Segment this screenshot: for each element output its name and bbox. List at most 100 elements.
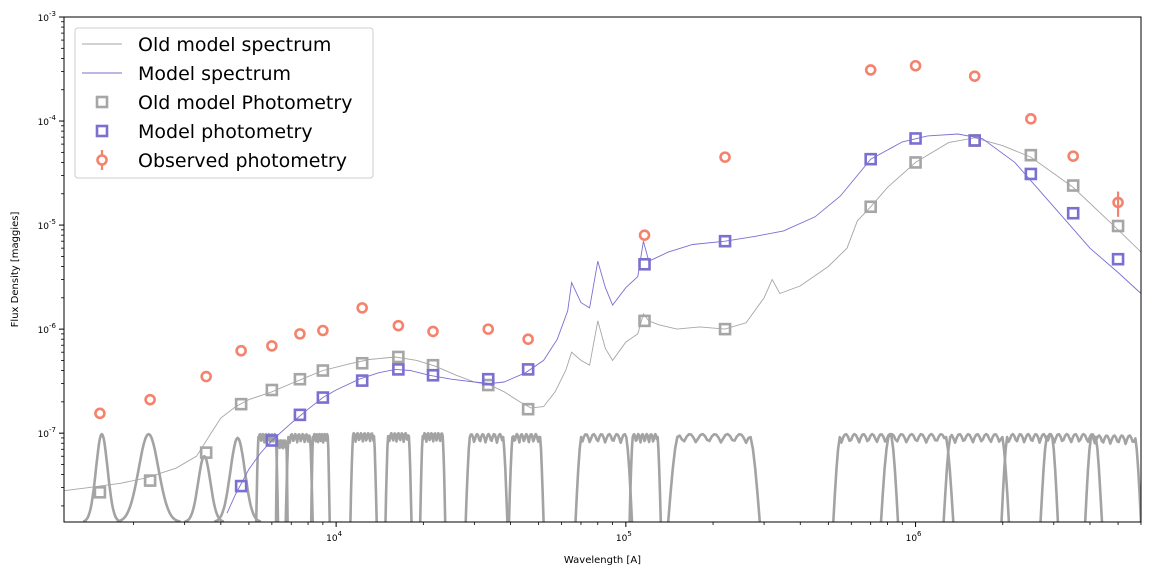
old-model-photometry-point [1111,219,1125,233]
legend-label: Observed photometry [138,150,347,172]
plot-frame [63,16,1142,523]
filter-curve [418,431,447,522]
model-photometry-point [355,374,369,387]
observed-photometry-point [968,70,981,82]
observed-photometry-point [909,59,922,72]
y-tick-label: 10-5 [38,218,56,232]
filter-curve [879,432,955,522]
y-tick-label: 10-4 [38,114,57,128]
model-photometry-point [293,408,307,422]
legend-label: Old model spectrum [138,34,331,56]
old-model-photometry-point [1024,148,1038,162]
old-model-photometry-point [638,314,651,328]
model-photometry-point [426,368,440,382]
model-photometry-point [1024,167,1038,181]
old-model-photometry-point [234,397,248,411]
observed-photometry-point [1067,150,1079,162]
observed-photometry-point [864,64,877,76]
model-spectrum-line [226,133,1141,514]
filter-curve [214,436,262,522]
old-model-photometry-point [316,364,330,377]
filter-curve [507,432,545,522]
model-photometry-point [265,434,279,447]
model-photometry-point [718,234,732,248]
filter-curve [628,432,663,522]
old-model-photometry-point [392,350,405,364]
model-photometry-point [234,479,248,493]
model-photometry-point [909,132,922,145]
filter-curve [82,432,121,522]
filter-curve [184,454,225,522]
old-model-photometry-point [355,356,369,370]
model-photometry-point [392,363,405,376]
legend-entry: Old model spectrum [82,34,331,56]
legend: Old model spectrum Model spectrum Old mode… [74,27,374,179]
observed-photometry-point [317,324,329,337]
legend-label: Model photometry [138,121,313,143]
model-photometry-point [638,257,651,271]
filter-curve [309,432,331,522]
photometry-markers [93,59,1125,499]
model-photometry-point [1066,206,1080,220]
filter-curve [384,431,413,522]
observed-photometry-point [356,302,368,314]
x-tick-label: 105 [616,530,632,544]
observed-photometry-point [427,325,439,338]
legend-model-photometry-swatch [95,124,109,138]
old-model-photometry-point [143,474,157,487]
old-model-photometry-point [1066,179,1080,192]
legend-label: Old model Photometry [138,92,352,114]
model-photometry-point [864,152,877,166]
observed-photometry-point [482,323,495,335]
filter-curve [349,431,378,522]
legend-old-photometry-swatch [95,95,109,109]
filter-curve [464,432,509,522]
model-photometry-point [316,391,330,404]
model-photometry-point [1111,252,1125,266]
x-axis-label: Wavelength [A] [564,555,641,566]
observed-photometry-point [266,340,278,352]
legend-entry: Model spectrum [82,63,291,85]
filter-curve [666,432,762,522]
x-tick-label: 106 [906,530,922,544]
y-tick-label: 10-3 [38,10,56,24]
y-axis-label: Flux Density [maggies] [10,212,21,328]
observed-photometry-point [94,407,106,420]
filter-curve [942,432,1011,522]
observed-photometry-point [638,229,651,241]
observed-photometry-point [719,151,731,163]
observed-photometry-point [235,344,247,357]
model-photometry-point [521,363,535,376]
axis-ticks: 104 105 106 10-7 10-6 10-5 10-4 10-3 [38,10,1142,544]
old-model-photometry-point [909,156,922,169]
legend-entry: Old model Photometry [95,92,352,114]
spectrum-lines [64,133,1141,514]
filter-curve [1083,434,1141,522]
filter-curve [1039,432,1104,522]
filter-curve [832,432,900,522]
filter-curve [1000,432,1060,522]
old-model-photometry-point [864,200,877,214]
old-model-photometry-point [521,402,535,416]
observed-photometry-point [1025,113,1037,125]
legend-entry: Model photometry [95,121,313,143]
filter-curve [254,432,280,522]
observed-photometry-point [1112,196,1124,209]
legend-label: Model spectrum [138,63,291,85]
y-tick-label: 10-7 [38,426,56,440]
y-tick-label: 10-6 [38,322,57,336]
observed-photometry-point [392,319,405,332]
old-model-photometry-point [93,486,107,499]
model-photometry-point [968,134,981,147]
filter-curve [574,432,634,522]
old-model-photometry-point [199,446,213,459]
filter-curve [116,432,181,522]
observed-photometry-point [522,333,534,346]
model-photometry-point [481,372,495,386]
old-model-photometry-point [293,372,307,386]
observed-photometry-point [294,328,306,340]
legend-observed-photometry-swatch [96,154,108,166]
old-model-photometry-point [265,383,279,397]
legend-box [74,27,374,179]
